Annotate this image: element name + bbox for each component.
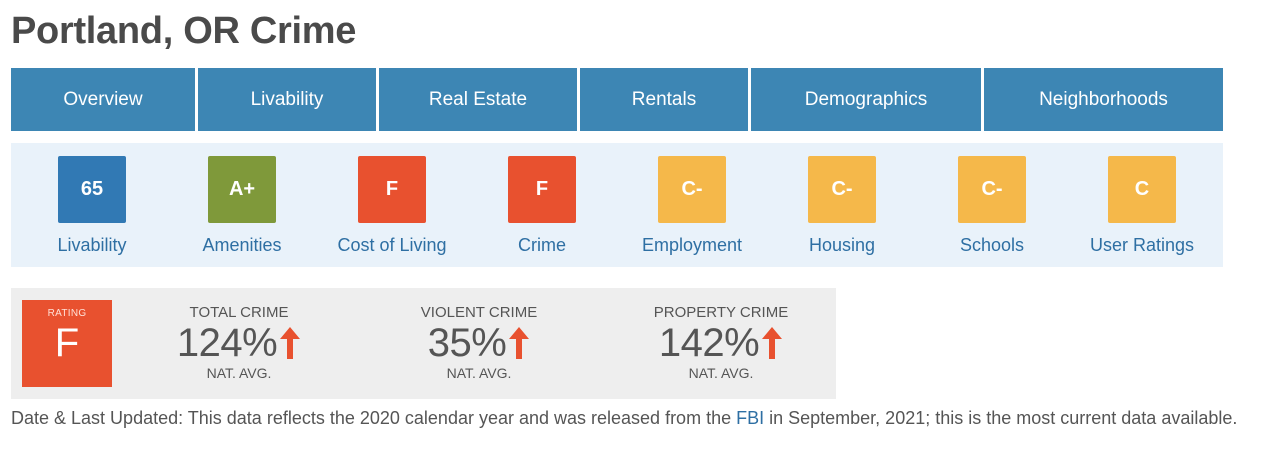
grade-box: A+	[208, 156, 276, 223]
arrow-up-icon	[762, 327, 783, 359]
grade-label[interactable]: Schools	[959, 235, 1025, 255]
stat-title: PROPERTY CRIME	[653, 304, 789, 321]
grade-box: C-	[808, 156, 876, 223]
stat-title: VIOLENT CRIME	[420, 304, 538, 321]
fbi-link[interactable]: FBI	[736, 408, 765, 428]
grade-strip: 65 Livability A+ Amenities F Cost of Liv…	[11, 143, 1223, 267]
arrow-up-icon	[280, 327, 301, 359]
grade-crime[interactable]: F Crime	[467, 156, 617, 266]
grade-schools[interactable]: C- Schools	[917, 156, 1067, 266]
grade-label[interactable]: User Ratings	[1089, 235, 1195, 255]
tab-rentals[interactable]: Rentals	[580, 68, 751, 131]
rating-grade: F	[54, 321, 80, 365]
grade-employment[interactable]: C- Employment	[617, 156, 767, 266]
tab-livability[interactable]: Livability	[198, 68, 379, 131]
tab-real-estate[interactable]: Real Estate	[379, 68, 580, 131]
data-footnote: Date & Last Updated: This data reflects …	[11, 403, 1241, 433]
rating-caption: RATING	[47, 308, 87, 319]
tab-overview[interactable]: Overview	[11, 68, 198, 131]
grade-label[interactable]: Livability	[57, 235, 127, 255]
crime-rating-badge: RATING F	[22, 300, 112, 387]
stat-value: 124%	[176, 321, 278, 365]
grade-box: 65	[58, 156, 126, 223]
stat-subtitle: NAT. AVG.	[688, 365, 754, 381]
stat-subtitle: NAT. AVG.	[446, 365, 512, 381]
grade-label[interactable]: Employment	[641, 235, 743, 255]
grade-box: C-	[958, 156, 1026, 223]
grade-livability[interactable]: 65 Livability	[17, 156, 167, 266]
tab-demographics[interactable]: Demographics	[751, 68, 984, 131]
footnote-text-before: Date & Last Updated: This data reflects …	[11, 408, 737, 428]
grade-box: F	[358, 156, 426, 223]
grade-box: F	[508, 156, 576, 223]
crime-summary-panel: RATING F TOTAL CRIME 124% NAT. AVG. VIOL…	[11, 288, 836, 399]
footnote-text-after: in September, 2021; this is the most cur…	[764, 408, 1238, 428]
stat-total-crime: TOTAL CRIME 124% NAT. AVG.	[129, 304, 349, 381]
grade-cost-of-living[interactable]: F Cost of Living	[317, 156, 467, 266]
grade-label[interactable]: Crime	[518, 235, 566, 255]
grade-label[interactable]: Cost of Living	[337, 235, 447, 255]
stat-title: TOTAL CRIME	[189, 304, 289, 321]
stat-property-crime: PROPERTY CRIME 142% NAT. AVG.	[611, 304, 831, 381]
stat-subtitle: NAT. AVG.	[206, 365, 272, 381]
grade-label[interactable]: Housing	[808, 235, 876, 255]
tab-neighborhoods[interactable]: Neighborhoods	[984, 68, 1223, 131]
grade-user-ratings[interactable]: C User Ratings	[1067, 156, 1217, 266]
stat-violent-crime: VIOLENT CRIME 35% NAT. AVG.	[369, 304, 589, 381]
arrow-up-icon	[509, 327, 530, 359]
main-nav: Overview Livability Real Estate Rentals …	[11, 68, 1223, 131]
grade-box: C	[1108, 156, 1176, 223]
stat-value: 35%	[427, 321, 507, 365]
grade-housing[interactable]: C- Housing	[767, 156, 917, 266]
grade-label[interactable]: Amenities	[202, 235, 282, 255]
grade-box: C-	[658, 156, 726, 223]
grade-amenities[interactable]: A+ Amenities	[167, 156, 317, 266]
stat-value: 142%	[658, 321, 760, 365]
page-title: Portland, OR Crime	[11, 10, 357, 52]
